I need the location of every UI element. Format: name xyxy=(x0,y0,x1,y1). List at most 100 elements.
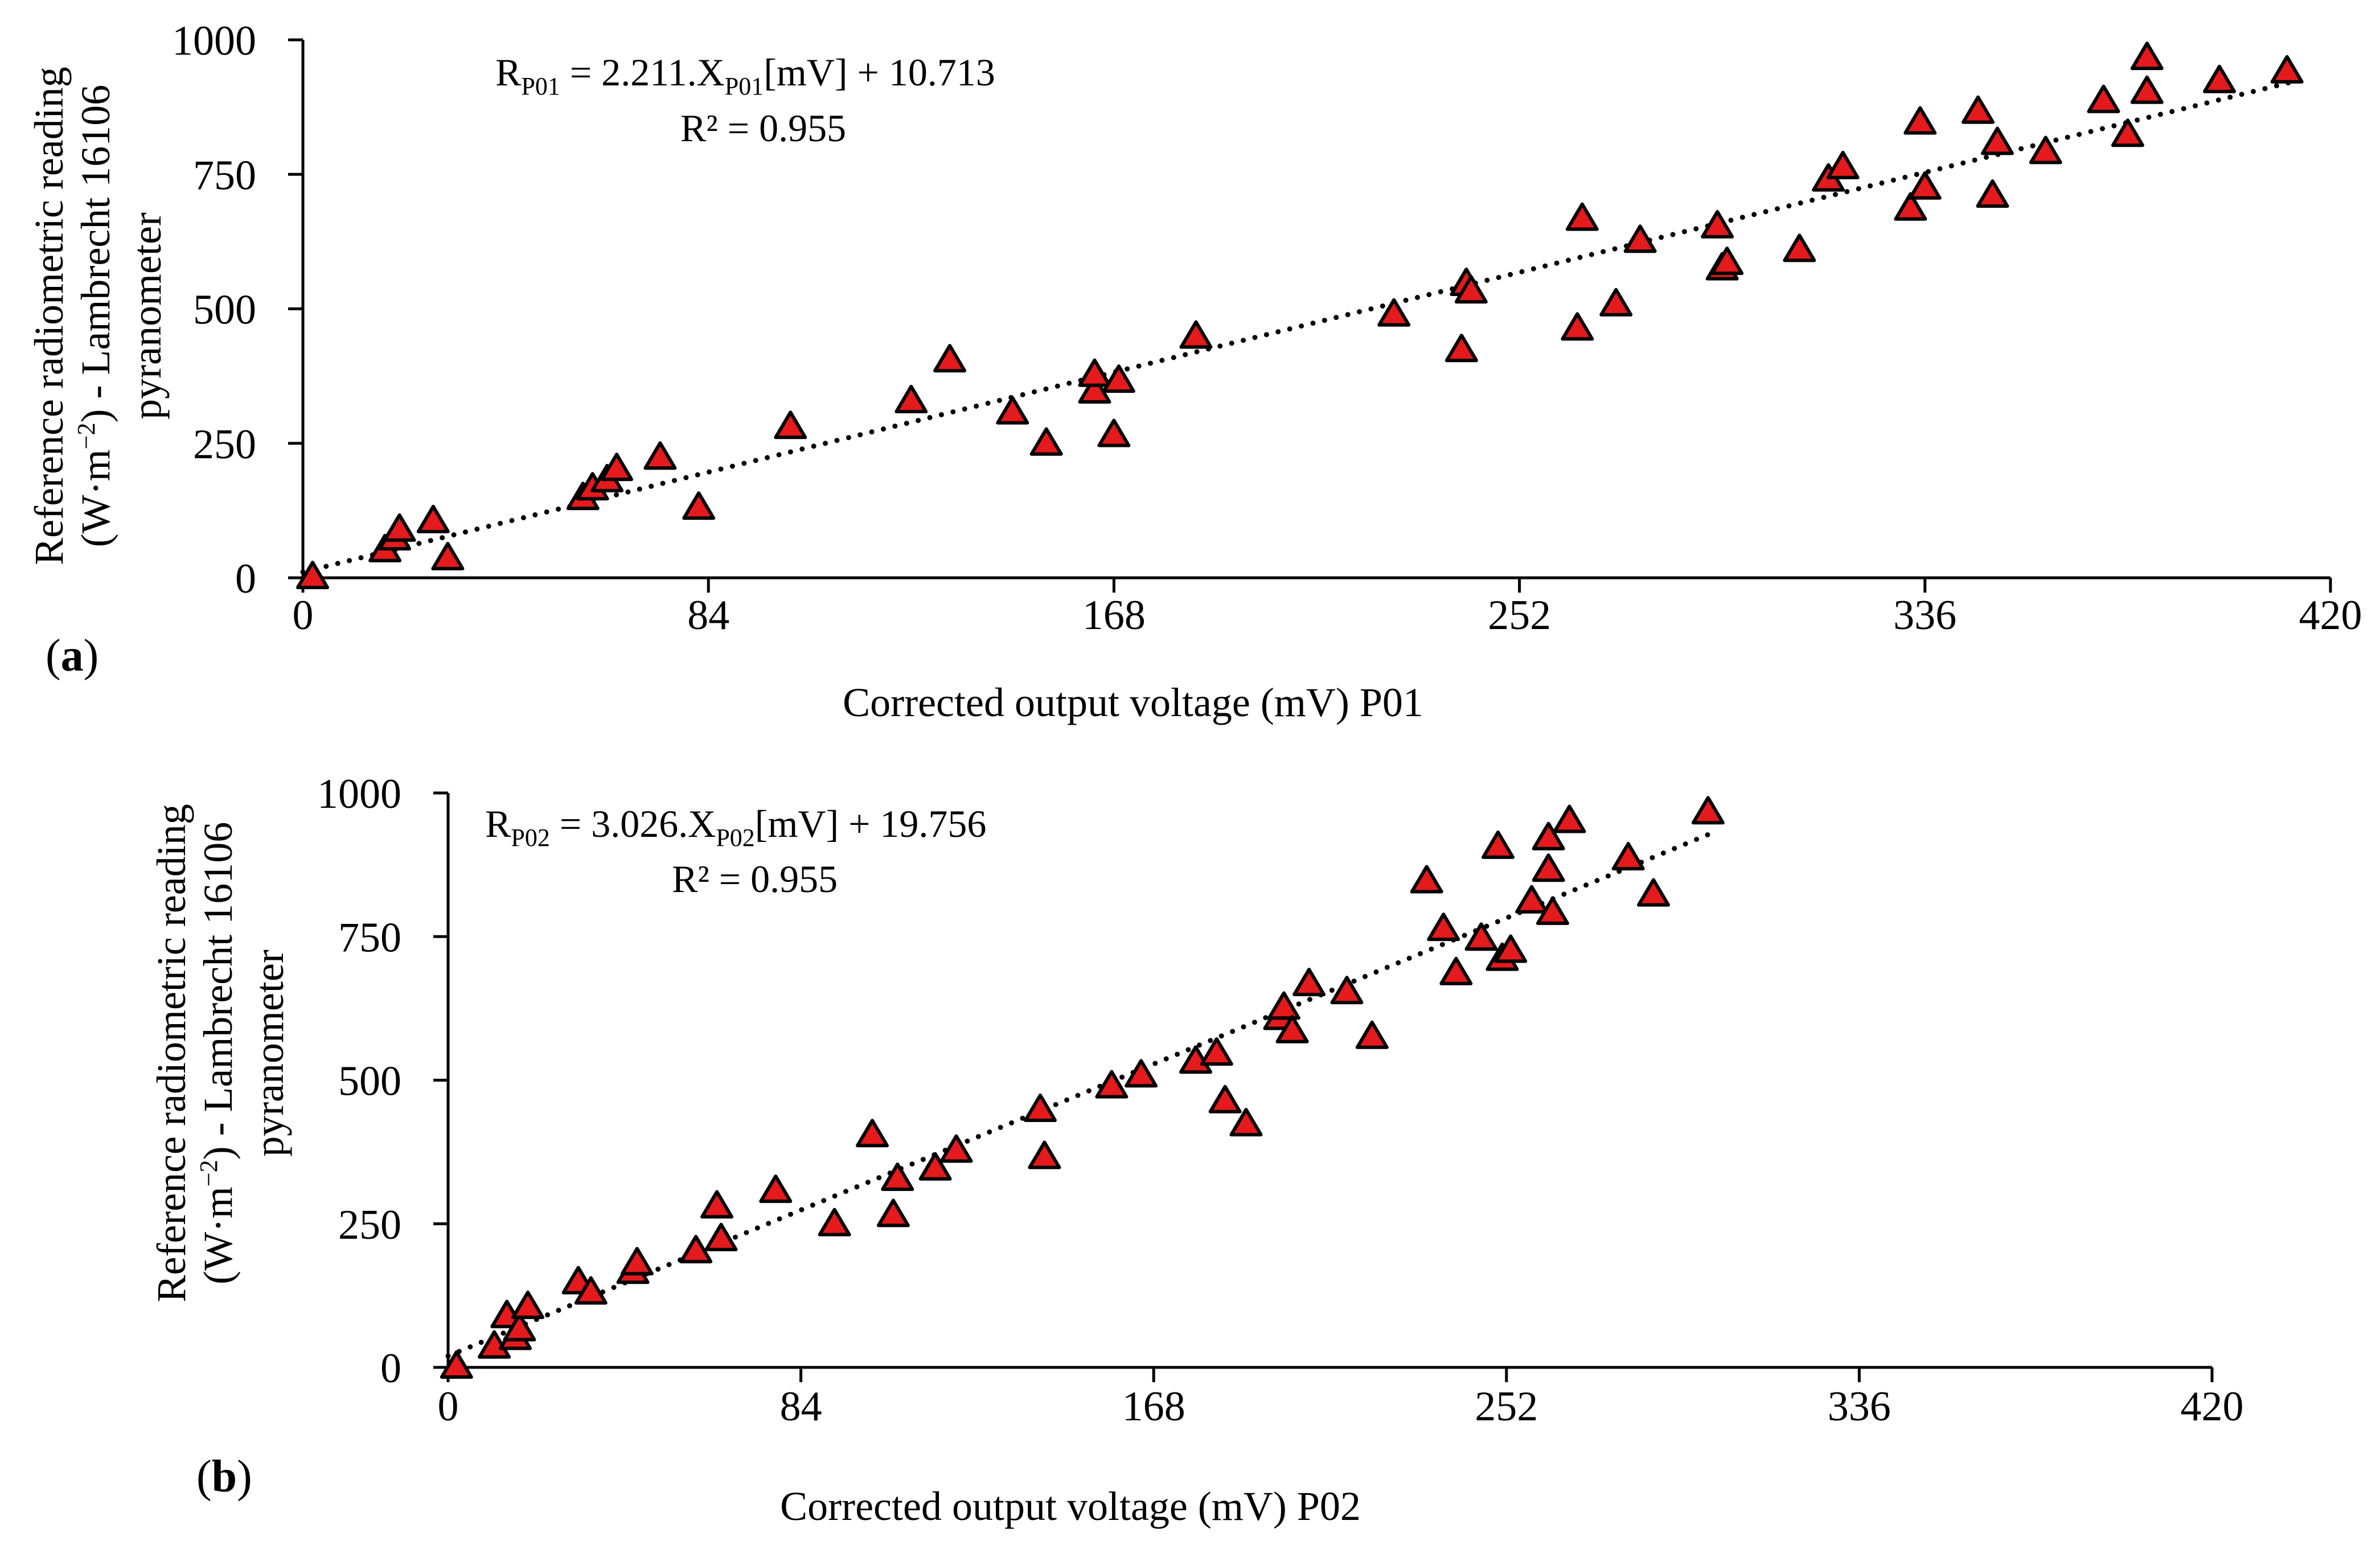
panel-b-data-point xyxy=(1691,796,1725,825)
panel-b-y-tick-label: 750 xyxy=(338,914,401,961)
panel-b-data-point xyxy=(1125,1059,1158,1088)
panel-b-data-point xyxy=(1208,1084,1242,1113)
panel-a-chart: 0 84 168 252 336 420 0 250 500 750 1000 RP01 = 2.2… xyxy=(26,18,2362,725)
panel-b-data-point xyxy=(856,1119,889,1148)
panel-b-tick-labels: 0 84 168 252 336 420 0 250 500 750 1000 xyxy=(317,771,2244,1430)
panel-a-data-point xyxy=(1445,334,1478,363)
panel-a-data-point xyxy=(2130,42,2164,71)
panel-a-data-point xyxy=(1783,233,1816,262)
panel-a-data-point xyxy=(1078,358,1111,387)
panel-a-y-axis-title-line2: (W·m−2) - Lambrecht 16106 xyxy=(72,85,118,548)
panel-b-data-point xyxy=(1427,913,1460,942)
panel-a-x-tick-label: 252 xyxy=(1488,592,1551,639)
panel-b-x-tick-label: 0 xyxy=(438,1383,459,1430)
panel-b-data-point xyxy=(1028,1140,1061,1169)
panel-b-chart: 0 84 168 252 336 420 0 250 500 750 1000 RP02 = 3.0… xyxy=(149,771,2244,1529)
panel-a-tick-labels: 0 84 168 252 336 420 0 250 500 750 1000 xyxy=(172,18,2362,639)
panel-a-data-point xyxy=(1981,126,2014,155)
panel-a-data-point xyxy=(643,441,677,470)
panel-a-y-tick-label: 500 xyxy=(193,287,256,334)
panel-b-data-point xyxy=(1267,991,1300,1020)
panel-a-y-axis-title: Reference radiometric reading (W·m−2) - … xyxy=(26,67,170,565)
panel-a-x-tick-label: 84 xyxy=(687,592,729,639)
panel-a-x-tick-label: 168 xyxy=(1082,592,1146,639)
panel-a-x-tick-label: 0 xyxy=(293,592,314,639)
panel-b-data-point xyxy=(1095,1070,1129,1099)
panel-b-data-point xyxy=(1464,922,1498,951)
panel-a-data-point xyxy=(2270,55,2304,84)
panel-b-axes xyxy=(433,791,2214,1382)
panel-b-y-tick-label: 250 xyxy=(338,1202,401,1248)
panel-a-data-point xyxy=(1102,364,1135,393)
panel-a-data-point xyxy=(2111,118,2144,147)
panel-a-data-point xyxy=(1078,375,1111,404)
panel-a-data-point xyxy=(431,541,465,570)
panel-b-y-tick-label: 1000 xyxy=(317,771,401,817)
panel-a-y-tick-label: 250 xyxy=(193,421,256,468)
panel-b-label: (b) xyxy=(196,1452,252,1502)
panel-b-equation: RP02 = 3.026.XP02[mV] + 19.756 xyxy=(485,802,986,852)
panel-a-data-point xyxy=(1599,287,1633,317)
panel-b-data-point xyxy=(574,1276,608,1305)
panel-a-data-point xyxy=(1962,95,1995,124)
panel-b-data-point xyxy=(1532,853,1565,882)
panel-b-data-point xyxy=(1330,976,1364,1005)
panel-a-data-point xyxy=(416,504,450,533)
panel-a-equation: RP01 = 2.211.XP01[mV] + 10.713 xyxy=(495,51,995,100)
panel-b-y-tick-label: 500 xyxy=(338,1058,401,1105)
panel-a-data-point xyxy=(2087,84,2120,113)
panel-b-data-point xyxy=(1637,878,1670,907)
panel-a-data-point xyxy=(682,491,716,520)
panel-a-data-point xyxy=(1976,179,2009,208)
panel-a-data-point xyxy=(1710,246,1744,276)
panel-a-data-point xyxy=(1565,202,1599,231)
panel-a-data-point xyxy=(383,513,416,542)
panel-b-data-point xyxy=(1275,1014,1309,1043)
panel-b-data-point xyxy=(1532,821,1565,850)
panel-b-data-point xyxy=(700,1190,734,1219)
panel-b-x-tick-label: 84 xyxy=(780,1383,822,1430)
panel-b-data-point xyxy=(1515,885,1549,914)
panel-b-y-axis-title-line2: (W·m−2) - Lambrecht 16106 xyxy=(195,822,241,1285)
panel-b-x-tick-label: 252 xyxy=(1475,1383,1538,1430)
panel-a-x-tick-label: 336 xyxy=(1893,592,1956,639)
panel-b-y-axis-title-line3: pyranometer xyxy=(247,950,292,1157)
panel-a-data-point xyxy=(894,385,928,413)
panel-a-y-tick-label: 1000 xyxy=(172,18,256,64)
panel-b-data-point xyxy=(1024,1094,1057,1122)
panel-b-x-tick-label: 168 xyxy=(1122,1383,1185,1430)
panel-b-data-point xyxy=(818,1207,851,1236)
panel-b-data-point xyxy=(620,1247,654,1276)
panel-a-data-point xyxy=(1179,320,1213,349)
panel-b-data-point xyxy=(759,1174,793,1203)
panel-a-y-tick-label: 0 xyxy=(235,556,256,602)
panel-b-data-point xyxy=(1439,956,1473,985)
panel-a-label: (a) xyxy=(46,631,99,681)
panel-a-data-point xyxy=(600,453,634,482)
panel-a-data-point xyxy=(1903,106,1937,135)
panel-a-y-axis-title-line3: pyranometer xyxy=(124,212,170,420)
panel-a-data-point xyxy=(774,410,807,439)
panel-b-x-tick-label: 336 xyxy=(1828,1383,1891,1430)
panel-b-x-axis-title: Corrected output voltage (mV) P02 xyxy=(780,1484,1361,1529)
panel-b-data-point xyxy=(881,1162,914,1191)
panel-a-data-point xyxy=(1029,427,1063,456)
panel-a-x-axis-title: Corrected output voltage (mV) P01 xyxy=(843,680,1423,725)
panel-a-y-tick-label: 750 xyxy=(193,152,256,199)
panel-a-data-point xyxy=(1701,209,1734,239)
panel-a-data-point xyxy=(996,396,1029,425)
panel-a-data-point xyxy=(933,344,967,373)
panel-a-data-point xyxy=(1623,224,1657,253)
panel-a-data-point xyxy=(1097,418,1131,447)
panel-a-data-point xyxy=(1894,192,1927,221)
panel-a-y-axis-title-line1: Reference radiometric reading xyxy=(26,67,72,565)
panel-a-data-point xyxy=(2203,64,2236,93)
panel-b-data-point xyxy=(1611,842,1645,870)
panel-b-x-tick-label: 420 xyxy=(2181,1383,2244,1430)
panel-a-x-tick-label: 420 xyxy=(2299,592,2362,639)
panel-a-r-squared: R² = 0.955 xyxy=(680,106,846,150)
panel-b-data-point xyxy=(1355,1020,1389,1049)
panel-b-data-point xyxy=(440,1350,473,1379)
panel-b-data-point xyxy=(1292,968,1326,996)
panel-b-data-point xyxy=(679,1235,713,1264)
